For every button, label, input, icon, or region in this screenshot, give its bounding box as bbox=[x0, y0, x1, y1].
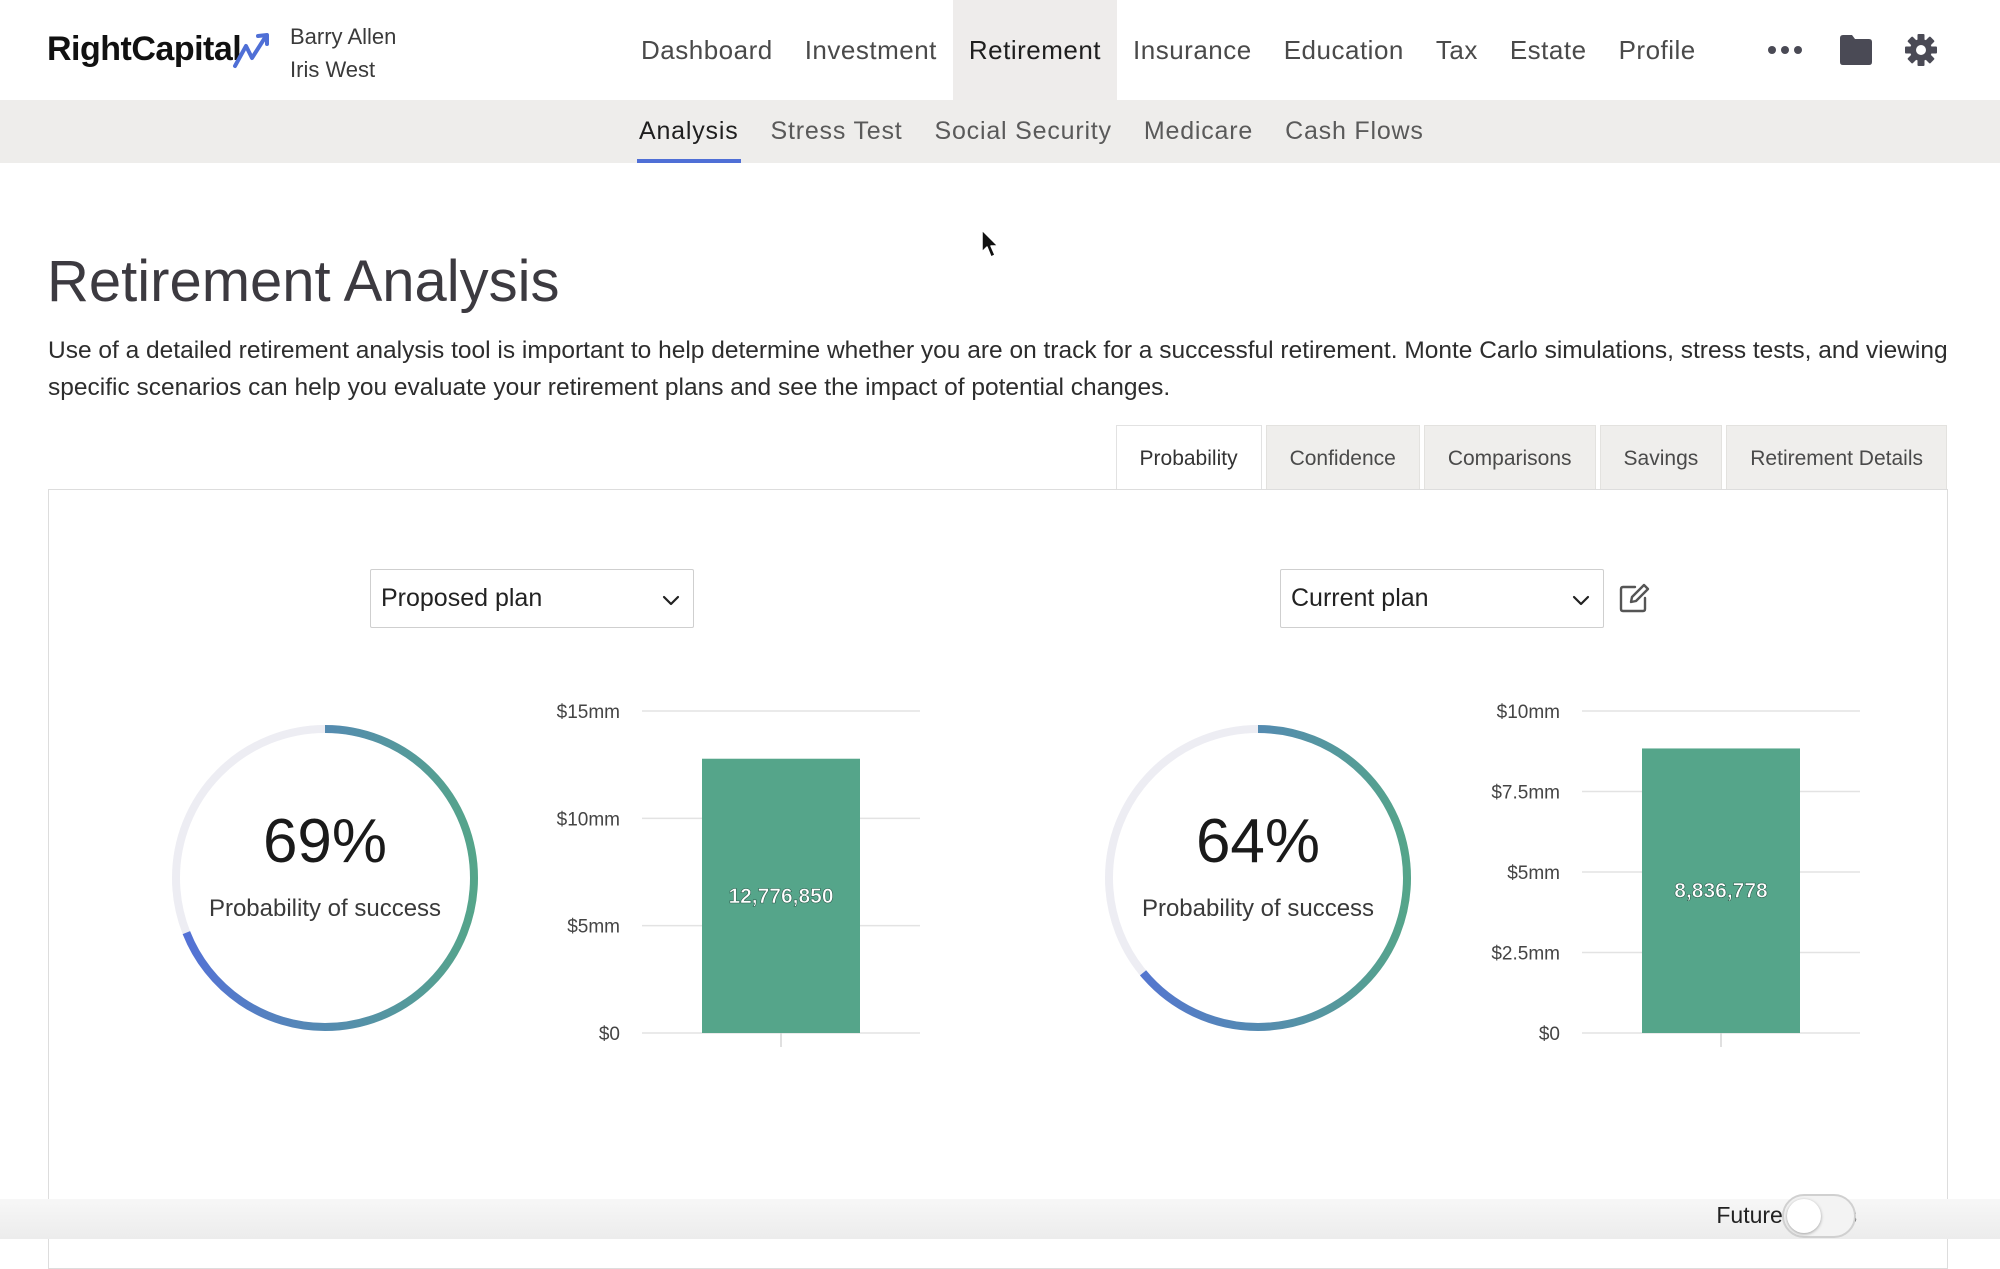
gauge-progress-arc bbox=[1105, 725, 1411, 1031]
page-intro: Use of a detailed retirement analysis to… bbox=[48, 337, 1948, 401]
bar bbox=[1642, 748, 1800, 1033]
future-dollars-toggle[interactable] bbox=[1782, 1194, 1856, 1238]
probability-panel bbox=[48, 489, 1948, 1269]
sub-nav-bar: Analysis Stress Test Social Security Med… bbox=[0, 100, 2000, 163]
nav-education[interactable]: Education bbox=[1283, 35, 1404, 65]
edit-icon[interactable] bbox=[1617, 581, 1651, 615]
bar-data-label: 8,836,778 bbox=[1674, 880, 1768, 903]
subnav-medicare[interactable]: Medicare bbox=[1143, 117, 1254, 145]
client-name-2: Iris West bbox=[290, 57, 376, 82]
y-tick-label: $0 bbox=[1539, 1024, 1560, 1045]
nav-insurance[interactable]: Insurance bbox=[1133, 35, 1252, 65]
analysis-tabs: Probability Confidence Comparisons Savin… bbox=[1112, 425, 1947, 490]
proposed-probability-label: Probability of success bbox=[208, 895, 442, 922]
tab-savings[interactable]: Savings bbox=[1599, 425, 1723, 490]
more-icon[interactable] bbox=[1766, 30, 1804, 70]
current-probability-label: Probability of success bbox=[1141, 895, 1375, 922]
proposed-plan-select[interactable]: Proposed plan bbox=[370, 569, 694, 628]
proposed-probability-value: 69% bbox=[262, 807, 388, 876]
y-tick-label: $0 bbox=[599, 1024, 620, 1045]
client-names[interactable]: Barry Allen Iris West bbox=[290, 20, 396, 86]
nav-estate[interactable]: Estate bbox=[1509, 35, 1587, 65]
nav-profile[interactable]: Profile bbox=[1618, 35, 1696, 65]
tab-confidence[interactable]: Confidence bbox=[1265, 425, 1420, 490]
mouse-cursor-icon bbox=[981, 229, 999, 258]
y-tick-label: $10mm bbox=[557, 809, 620, 830]
toggle-knob bbox=[1787, 1199, 1821, 1233]
subnav-social-security[interactable]: Social Security bbox=[934, 117, 1112, 145]
proposed-portfolio-bar-chart: $0 $5mm $10mm $15mm 12,776,850 bbox=[557, 702, 920, 1047]
gear-icon[interactable] bbox=[1902, 30, 1940, 70]
bar-data-label: 12,776,850 bbox=[728, 885, 833, 908]
page-title: Retirement Analysis bbox=[47, 249, 560, 314]
y-tick-label: $10mm bbox=[1497, 702, 1560, 723]
current-plan-select[interactable]: Current plan bbox=[1280, 569, 1604, 628]
top-bar: RightCapital Barry Allen Iris West Dashb… bbox=[0, 0, 2000, 100]
folder-icon[interactable] bbox=[1838, 30, 1874, 70]
bar bbox=[702, 758, 860, 1033]
current-portfolio-bar-chart: $0 $2.5mm $5mm $7.5mm $10mm 8,836,778 bbox=[1491, 702, 1860, 1047]
y-tick-label: $7.5mm bbox=[1491, 783, 1560, 804]
subnav-analysis[interactable]: Analysis bbox=[623, 100, 755, 163]
current-probability-value: 64% bbox=[1195, 807, 1321, 876]
current-plan-select-value: Current plan bbox=[1291, 584, 1429, 612]
brand-logo[interactable]: RightCapital bbox=[47, 30, 242, 68]
y-tick-label: $5mm bbox=[1507, 863, 1560, 884]
chevron-down-icon bbox=[1572, 595, 1590, 606]
subnav-stress-test[interactable]: Stress Test bbox=[770, 117, 903, 145]
brand-logo-mark bbox=[233, 33, 269, 68]
y-tick-label: $5mm bbox=[567, 917, 620, 938]
footer-strip bbox=[0, 1199, 2000, 1239]
current-probability-gauge: 64% Probability of success bbox=[1098, 718, 1418, 1038]
proposed-probability-gauge: 69% Probability of success bbox=[165, 718, 485, 1038]
gauge-progress-arc bbox=[172, 725, 478, 1031]
tab-comparisons[interactable]: Comparisons bbox=[1423, 425, 1596, 490]
tab-retirement-details[interactable]: Retirement Details bbox=[1726, 425, 1947, 490]
proposed-plan-select-value: Proposed plan bbox=[381, 584, 543, 612]
client-name-1: Barry Allen bbox=[290, 24, 397, 49]
nav-retirement[interactable]: Retirement bbox=[952, 0, 1118, 100]
proposed-gauge-ring bbox=[172, 725, 478, 1031]
main-nav: Dashboard Investment Retirement Insuranc… bbox=[625, 0, 1712, 100]
y-tick-label: $15mm bbox=[557, 702, 620, 723]
y-tick-label: $2.5mm bbox=[1491, 944, 1560, 965]
tab-probability[interactable]: Probability bbox=[1115, 425, 1262, 490]
sub-nav: Analysis Stress Test Social Security Med… bbox=[623, 100, 1440, 163]
nav-tax[interactable]: Tax bbox=[1435, 35, 1478, 65]
nav-investment[interactable]: Investment bbox=[804, 35, 937, 65]
nav-dashboard[interactable]: Dashboard bbox=[641, 35, 773, 65]
subnav-cash-flows[interactable]: Cash Flows bbox=[1285, 117, 1424, 145]
chevron-down-icon bbox=[662, 595, 680, 606]
current-gauge-ring bbox=[1105, 725, 1411, 1031]
